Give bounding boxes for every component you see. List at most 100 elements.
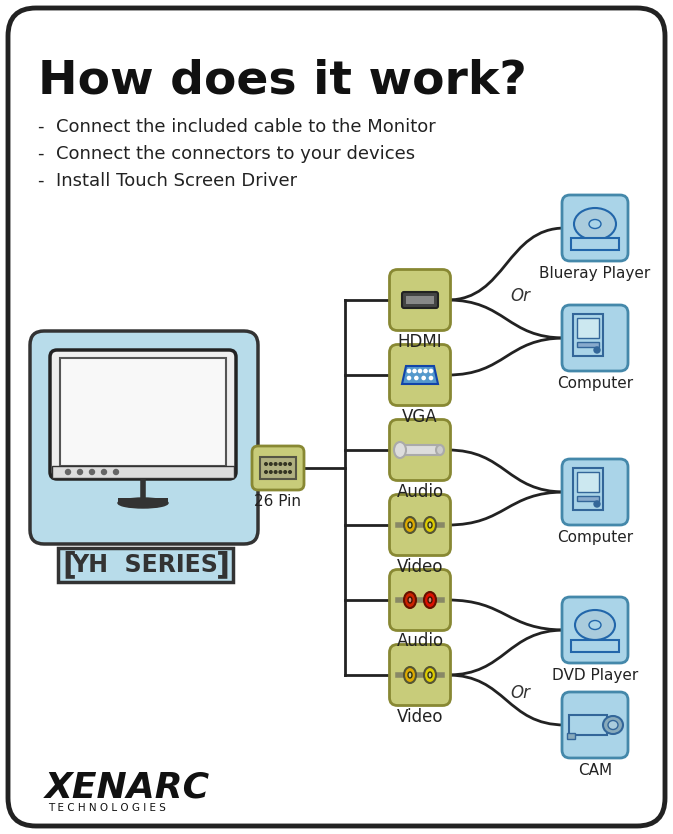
Bar (118, 498, 168, 504)
Circle shape (422, 376, 425, 379)
Text: How does it work?: How does it work? (38, 58, 527, 103)
FancyBboxPatch shape (50, 350, 236, 479)
Ellipse shape (404, 667, 416, 683)
Ellipse shape (424, 667, 436, 683)
Circle shape (90, 470, 94, 475)
Ellipse shape (608, 721, 618, 730)
Circle shape (289, 463, 291, 465)
Ellipse shape (424, 517, 436, 533)
Bar (567, 733, 575, 739)
FancyBboxPatch shape (562, 305, 628, 371)
Circle shape (114, 470, 118, 475)
Bar (577, 496, 599, 501)
Ellipse shape (436, 445, 444, 455)
Text: [: [ (62, 550, 76, 580)
Polygon shape (402, 366, 438, 384)
Bar (577, 472, 599, 492)
Ellipse shape (424, 592, 436, 608)
Ellipse shape (394, 442, 406, 458)
Ellipse shape (408, 597, 412, 603)
Text: DVD Player: DVD Player (552, 668, 638, 683)
Circle shape (102, 470, 106, 475)
Ellipse shape (408, 672, 412, 678)
Bar (573, 468, 603, 510)
Text: Or: Or (510, 287, 530, 305)
Ellipse shape (575, 610, 615, 640)
FancyBboxPatch shape (30, 331, 258, 544)
Circle shape (279, 470, 282, 474)
Ellipse shape (428, 672, 432, 678)
Circle shape (264, 463, 267, 465)
Bar (571, 640, 619, 652)
Circle shape (429, 369, 433, 373)
FancyBboxPatch shape (390, 420, 450, 480)
FancyBboxPatch shape (562, 459, 628, 525)
Text: Video: Video (397, 557, 444, 575)
Ellipse shape (589, 620, 601, 630)
Text: Computer: Computer (557, 530, 633, 545)
Text: -  Connect the included cable to the Monitor: - Connect the included cable to the Moni… (38, 118, 435, 136)
FancyBboxPatch shape (390, 495, 450, 555)
Text: 26 Pin: 26 Pin (254, 494, 302, 509)
Bar (406, 296, 434, 304)
FancyBboxPatch shape (390, 344, 450, 405)
Text: CAM: CAM (578, 763, 612, 778)
FancyBboxPatch shape (390, 645, 450, 706)
Bar (400, 445, 440, 455)
FancyBboxPatch shape (562, 195, 628, 261)
Text: HDMI: HDMI (398, 333, 442, 350)
Circle shape (269, 463, 272, 465)
Text: YH  SERIES: YH SERIES (71, 553, 219, 577)
Circle shape (413, 369, 416, 373)
Ellipse shape (404, 517, 416, 533)
Text: Or: Or (510, 684, 530, 702)
Circle shape (275, 470, 277, 474)
Ellipse shape (574, 208, 616, 240)
Circle shape (424, 369, 427, 373)
Bar (52, 466, 234, 478)
Ellipse shape (603, 716, 623, 734)
Bar (571, 238, 619, 250)
Circle shape (275, 463, 277, 465)
Text: T E C H N O L O G I E S: T E C H N O L O G I E S (48, 803, 166, 813)
Text: -  Install Touch Screen Driver: - Install Touch Screen Driver (38, 172, 297, 190)
Text: Audio: Audio (396, 632, 444, 651)
Circle shape (77, 470, 83, 475)
Circle shape (415, 376, 418, 379)
Text: Audio: Audio (396, 483, 444, 500)
Circle shape (269, 470, 272, 474)
Circle shape (279, 463, 282, 465)
Ellipse shape (428, 522, 432, 528)
FancyBboxPatch shape (58, 548, 233, 582)
Text: ]: ] (216, 550, 230, 580)
Ellipse shape (408, 522, 412, 528)
Circle shape (407, 376, 411, 379)
FancyBboxPatch shape (562, 692, 628, 758)
Ellipse shape (589, 219, 601, 229)
Ellipse shape (428, 597, 432, 603)
Bar (577, 342, 599, 347)
FancyBboxPatch shape (390, 570, 450, 631)
FancyBboxPatch shape (252, 446, 304, 490)
Circle shape (407, 369, 411, 373)
Circle shape (429, 376, 433, 379)
Bar (577, 318, 599, 338)
Circle shape (594, 501, 600, 507)
Text: -  Connect the connectors to your devices: - Connect the connectors to your devices (38, 145, 415, 163)
Ellipse shape (118, 498, 168, 508)
Bar (569, 715, 607, 735)
Circle shape (419, 369, 421, 373)
FancyBboxPatch shape (390, 269, 450, 330)
Circle shape (284, 463, 287, 465)
Circle shape (264, 470, 267, 474)
Circle shape (289, 470, 291, 474)
Text: Blueray Player: Blueray Player (539, 266, 651, 281)
Bar (260, 457, 296, 479)
Bar (573, 314, 603, 356)
Text: Computer: Computer (557, 376, 633, 391)
Text: XENARC: XENARC (45, 770, 210, 804)
FancyBboxPatch shape (562, 597, 628, 663)
FancyBboxPatch shape (8, 8, 665, 826)
Circle shape (65, 470, 71, 475)
Circle shape (284, 470, 287, 474)
